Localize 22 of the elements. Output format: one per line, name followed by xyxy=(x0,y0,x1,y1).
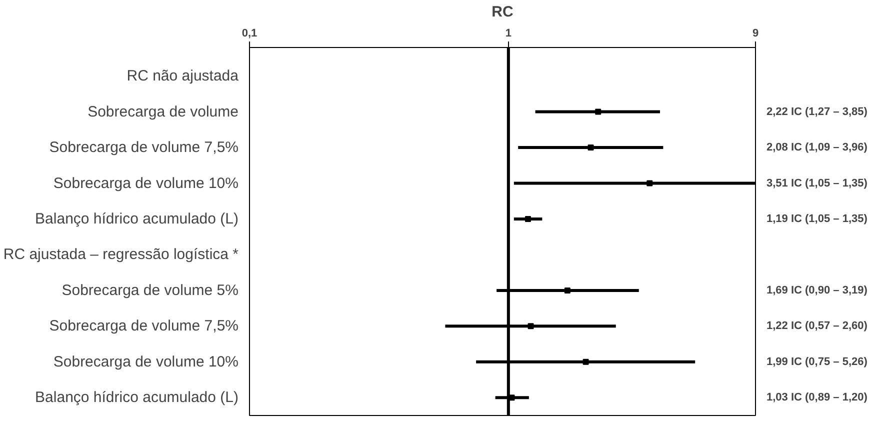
y-tick-label: Sobrecarga de volume 5% xyxy=(62,282,239,299)
y-tick-label: Balanço hídrico acumulado (L) xyxy=(35,210,239,228)
data-label: 3,51 IC (1,05 – 1,35) xyxy=(766,177,868,190)
data-label: 1,19 IC (1,05 – 1,35) xyxy=(766,212,868,225)
x-tick-label: 1 xyxy=(505,28,512,40)
data-label: 2,22 IC (1,27 – 3,85) xyxy=(766,106,868,118)
data-label: 2,08 IC (1,09 – 3,96) xyxy=(766,142,868,154)
data-label: 1,99 IC (0,75 – 5,26) xyxy=(766,356,868,368)
y-tick-label: Sobrecarga de volume xyxy=(88,103,239,120)
x-tick-label: 0,1 xyxy=(242,28,258,40)
y-tick-label: Balanço hídrico acumulado (L) xyxy=(35,389,239,406)
data-label: 1,22 IC (0,57 – 2,60) xyxy=(766,320,868,332)
y-tick-label: RC não ajustada xyxy=(126,68,240,85)
y-tick-label: Sobrecarga de volume 7,5% xyxy=(49,318,238,335)
y-tick-label: Sobrecarga de volume 10% xyxy=(53,353,239,370)
y-tick-label: RC ajustada – regressão logística * xyxy=(3,246,239,264)
y-tick-label: Sobrecarga de volume 10% xyxy=(53,174,239,192)
y-tick-label: Sobrecarga de volume 7,5% xyxy=(49,139,238,156)
data-label: 1,03 IC (0,89 – 1,20) xyxy=(766,392,868,404)
data-label: 1,69 IC (0,90 – 3,19) xyxy=(766,284,868,296)
x-axis-title: RC xyxy=(492,4,514,20)
x-tick-label: 9 xyxy=(752,28,759,40)
